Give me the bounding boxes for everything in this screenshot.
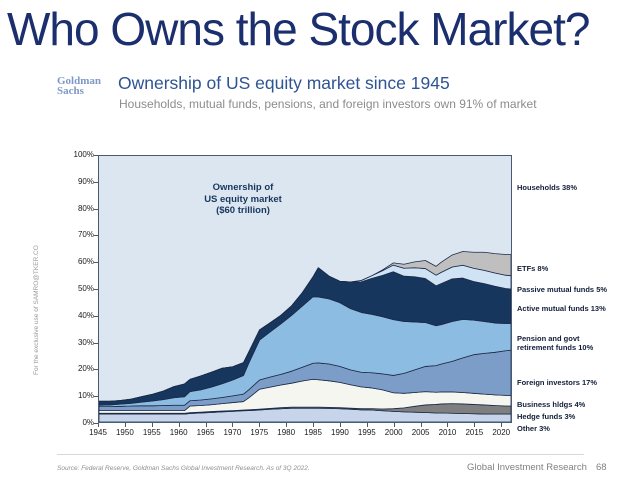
footer-division-label: Global Investment Research bbox=[467, 462, 587, 473]
y-axis-tick-label: 100% bbox=[73, 150, 94, 159]
x-axis-tick-label: 1960 bbox=[169, 428, 188, 437]
series-label-business-holdings: Business hldgs 4% bbox=[517, 400, 586, 409]
y-axis-tick-label: 60% bbox=[77, 257, 94, 267]
logo-line-1: Goldman bbox=[57, 75, 102, 87]
y-axis-tick-mark bbox=[94, 155, 98, 156]
y-axis-tick-label: 40% bbox=[77, 310, 94, 320]
y-axis-tick-label: 30% bbox=[77, 337, 94, 347]
logo-line-2: Sachs bbox=[57, 85, 84, 97]
series-label-pension-retirement: Pension and govt retirement funds 10% bbox=[517, 334, 594, 352]
x-axis-tick-label: 2020 bbox=[492, 428, 511, 437]
x-axis-tick-label: 1985 bbox=[304, 428, 322, 437]
series-label-foreign-investors: Foreign investors 17% bbox=[517, 378, 598, 387]
y-axis-tick-label: 20% bbox=[77, 364, 94, 374]
x-axis-tick-mark bbox=[366, 423, 368, 427]
y-axis-tick-mark bbox=[94, 262, 98, 264]
y-axis-tick-mark bbox=[94, 235, 98, 237]
y-axis-tick-mark bbox=[94, 181, 98, 183]
y-axis-tick-mark bbox=[94, 423, 98, 424]
x-axis-tick-mark bbox=[501, 423, 503, 427]
y-axis-tick-label: 90% bbox=[77, 176, 94, 186]
x-axis-tick-mark bbox=[313, 423, 315, 427]
x-axis-tick-mark bbox=[259, 423, 261, 427]
y-axis-tick-label: 0% bbox=[82, 418, 94, 427]
x-axis-tick-label: 1995 bbox=[357, 428, 376, 437]
y-axis-tick-mark bbox=[94, 208, 98, 210]
x-axis-tick-label: 1950 bbox=[115, 428, 134, 437]
series-label-hedge-funds: Hedge funds 3% bbox=[517, 412, 576, 421]
chart-header-subtitle: Households, mutual funds, pensions, and … bbox=[119, 97, 537, 111]
x-axis-tick-mark bbox=[447, 423, 449, 427]
y-axis-tick-label: 50% bbox=[77, 284, 94, 293]
chart-header-title: Ownership of US equity market since 1945 bbox=[118, 73, 450, 93]
chart-annotation: Ownership of US equity market ($60 trill… bbox=[204, 182, 282, 216]
source-note: Source: Federal Reserve, Goldman Sachs G… bbox=[57, 465, 310, 472]
x-axis-tick-mark bbox=[124, 423, 126, 427]
x-axis-tick-mark bbox=[393, 423, 395, 427]
x-axis-tick-label: 2010 bbox=[438, 428, 457, 437]
footer-divider bbox=[57, 454, 584, 455]
x-axis-tick-label: 1990 bbox=[331, 428, 349, 437]
series-label-etfs: ETFs 8% bbox=[517, 264, 549, 273]
x-axis-tick-mark bbox=[98, 423, 99, 427]
y-axis-tick-label: 70% bbox=[77, 230, 94, 240]
series-label-other: Other 3% bbox=[517, 424, 550, 433]
x-axis-tick-label: 1970 bbox=[223, 428, 242, 437]
y-axis-tick-mark bbox=[94, 369, 98, 371]
x-axis-tick-mark bbox=[205, 423, 207, 427]
x-axis-tick-mark bbox=[474, 423, 476, 427]
x-axis-tick-label: 1965 bbox=[196, 428, 215, 437]
x-axis-tick-label: 2000 bbox=[384, 428, 403, 437]
x-axis-tick-label: 2005 bbox=[411, 428, 430, 437]
x-axis-tick-mark bbox=[286, 423, 288, 427]
x-axis-tick-mark bbox=[232, 423, 234, 427]
slide-title: Who Owns the Stock Market? bbox=[7, 3, 590, 55]
stacked-area-chart bbox=[99, 251, 511, 422]
y-axis-tick-mark bbox=[94, 342, 98, 344]
x-axis-tick-mark bbox=[339, 423, 341, 427]
x-axis-tick-mark bbox=[151, 423, 153, 427]
x-axis-tick-mark bbox=[178, 423, 180, 427]
x-axis-tick-label: 1980 bbox=[277, 428, 296, 437]
x-axis-tick-mark bbox=[420, 423, 422, 427]
series-label-active-mutual-funds: Active mutual funds 13% bbox=[517, 304, 606, 313]
chart-plot-area bbox=[98, 155, 512, 423]
series-label-households: Households 38% bbox=[517, 183, 578, 192]
series-label-passive-mutual-funds: Passive mutual funds 5% bbox=[517, 285, 608, 294]
area-etfs bbox=[99, 251, 511, 402]
x-axis-tick-label: 2015 bbox=[465, 428, 484, 437]
page-number: 68 bbox=[596, 462, 607, 473]
x-axis-tick-label: 1955 bbox=[142, 428, 161, 437]
y-axis-tick-mark bbox=[94, 396, 98, 398]
y-axis-tick-label: 80% bbox=[77, 203, 94, 213]
exclusive-use-watermark: For the exclusive use of SAMRO@TKER.CO bbox=[33, 245, 40, 375]
x-axis-tick-label: 1945 bbox=[89, 428, 107, 437]
x-axis-tick-label: 1975 bbox=[250, 428, 269, 437]
y-axis-tick-mark bbox=[94, 289, 98, 290]
goldman-sachs-logo: Goldman Sachs bbox=[57, 75, 102, 97]
y-axis-tick-mark bbox=[94, 315, 98, 317]
y-axis-tick-label: 10% bbox=[77, 391, 94, 401]
